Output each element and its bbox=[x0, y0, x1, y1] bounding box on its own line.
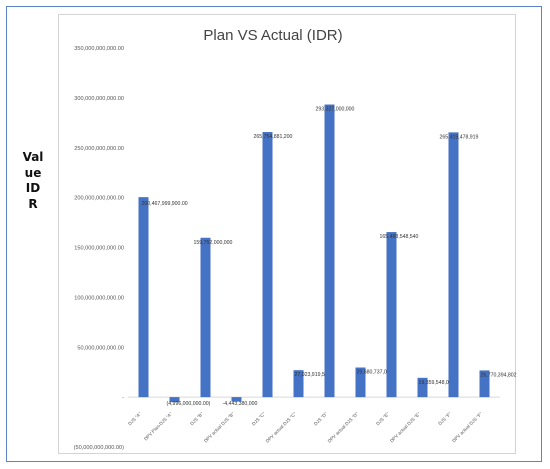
bar bbox=[355, 367, 366, 398]
x-tick-label: DJS "E" bbox=[375, 411, 390, 426]
x-tick-label: DPV actual DJS "D" bbox=[327, 411, 360, 444]
bar bbox=[386, 232, 397, 398]
bar bbox=[417, 377, 428, 398]
data-label: 19,359,548,040 bbox=[419, 380, 455, 386]
y-tick-label: 100,000,000,000.00 bbox=[74, 295, 124, 301]
y-tick-label: 150,000,000,000.00 bbox=[74, 246, 124, 252]
x-tick-label: DJS "A" bbox=[127, 411, 142, 426]
y-axis-label: Value IDR bbox=[22, 150, 44, 211]
data-label: 293,327,000,000 bbox=[316, 107, 355, 113]
bar bbox=[169, 397, 180, 403]
x-tick-label: DPV actual DJS "C" bbox=[265, 411, 298, 444]
y-tick-label: 200,000,000,000.00 bbox=[74, 196, 124, 202]
bar bbox=[324, 104, 335, 398]
x-tick-label: DJS "B" bbox=[189, 411, 204, 426]
x-tick-label: DPV Plan-DJS "A" bbox=[143, 411, 173, 441]
data-label: 27,023,919,550 bbox=[295, 372, 331, 378]
data-label: (4,996,000,000.00) bbox=[167, 401, 211, 407]
bar bbox=[479, 370, 490, 398]
y-tick-label: 50,000,000,000.00 bbox=[77, 345, 124, 351]
x-tick-label: DPV actual DJS "F" bbox=[451, 411, 483, 443]
x-tick-label: DJS "D" bbox=[313, 411, 328, 426]
x-tick-label: DPV actual DJS "E" bbox=[389, 411, 421, 443]
y-tick-label: 300,000,000,000.00 bbox=[74, 96, 124, 102]
data-label: 200,467,999,900.00 bbox=[142, 201, 188, 207]
x-tick-label: DJS "C" bbox=[251, 411, 266, 426]
y-tick-label: 250,000,000,000.00 bbox=[74, 146, 124, 152]
data-label: 265,754,881,200 bbox=[254, 134, 293, 140]
data-label: -4,443,380,000 bbox=[223, 401, 258, 407]
bar bbox=[231, 397, 242, 402]
bar bbox=[448, 132, 459, 398]
y-tick-label: - bbox=[122, 395, 124, 401]
y-tick-label: (50,000,000,000.00) bbox=[74, 445, 125, 451]
bar bbox=[200, 237, 211, 398]
x-tick-label: DJS "F" bbox=[437, 411, 452, 426]
data-label: 29,680,737,090 bbox=[357, 370, 393, 376]
bar bbox=[293, 370, 304, 398]
plot-area-border bbox=[58, 14, 516, 454]
data-label: 26,770,394,802 bbox=[481, 372, 517, 378]
chart-title: Plan VS Actual (IDR) bbox=[203, 27, 342, 44]
data-label: 165,468,548,540 bbox=[380, 234, 419, 240]
data-label: 159,752,000,000 bbox=[194, 240, 233, 246]
bar bbox=[262, 132, 273, 398]
y-tick-label: 350,000,000,000.00 bbox=[74, 46, 124, 52]
x-tick-label: DPV actual DJS "B" bbox=[203, 411, 235, 443]
data-label: 265,419,478,919 bbox=[440, 134, 479, 140]
bar bbox=[138, 197, 149, 398]
